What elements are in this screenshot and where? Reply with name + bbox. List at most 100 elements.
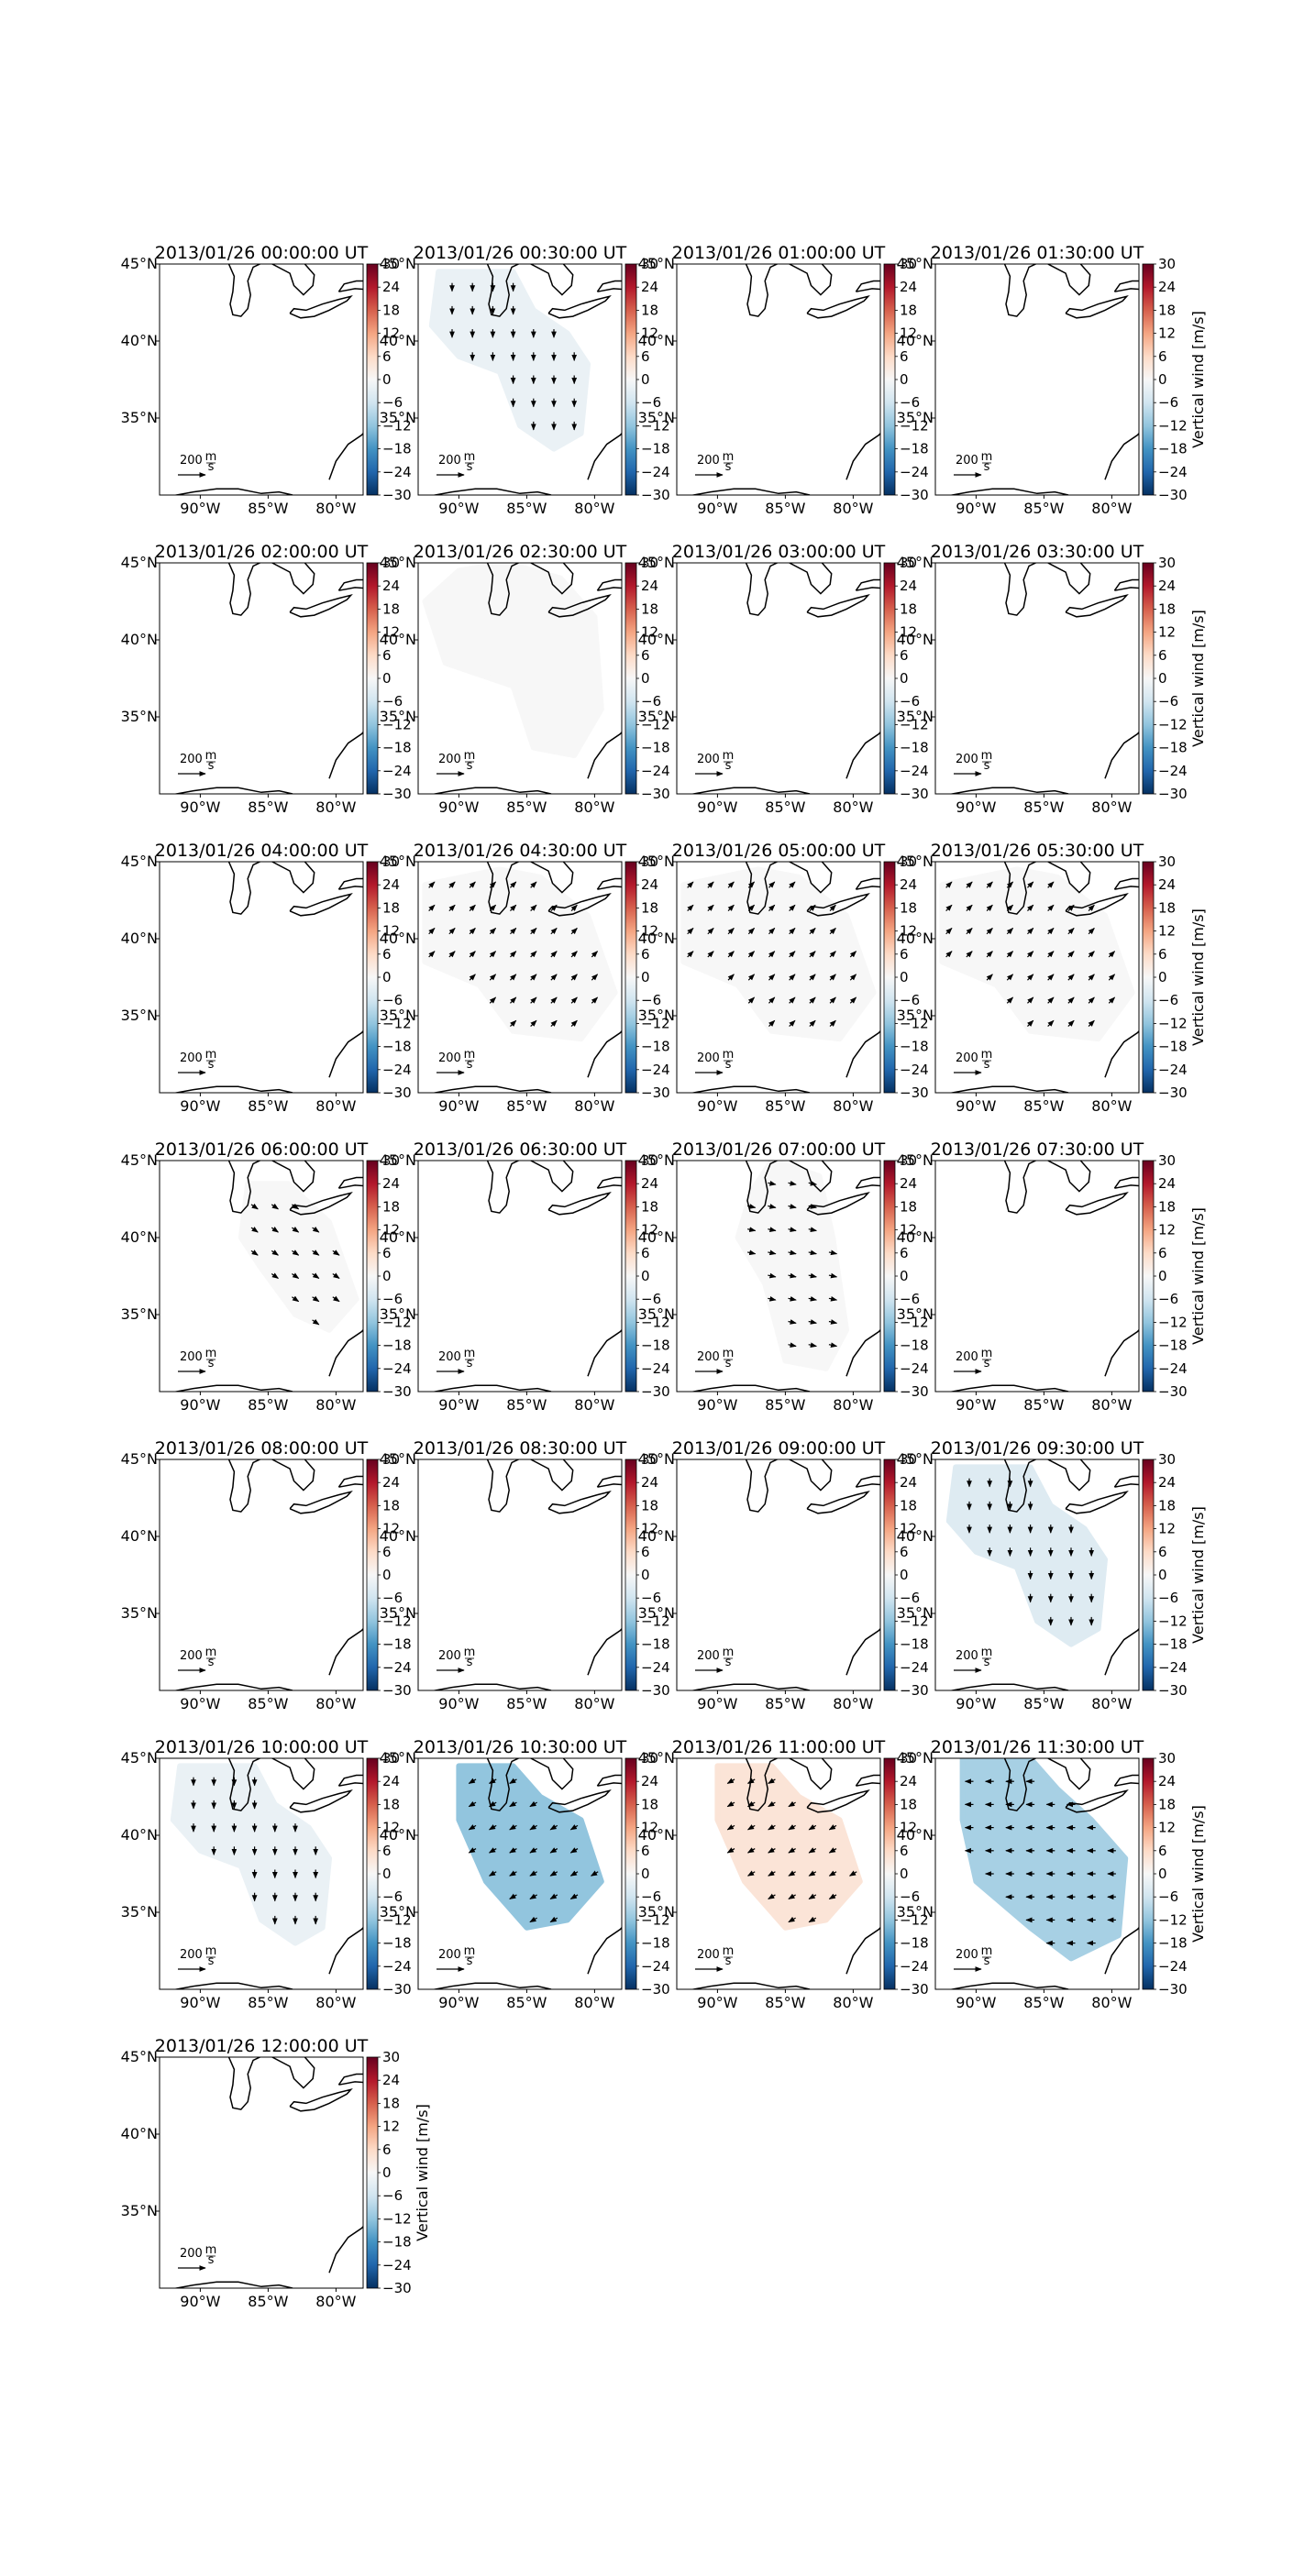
colorbar-tick-label: 30 xyxy=(900,853,917,870)
x-tick-label: 80°W xyxy=(833,500,873,517)
coastline xyxy=(172,787,293,794)
colorbar-gradient xyxy=(883,1757,896,1990)
x-tick-label: 80°W xyxy=(833,1097,873,1115)
colorbar: 30 24 18 12 6 0 −6 −12 −18 −24 −30 xyxy=(366,853,412,1101)
wind-vector xyxy=(549,1824,558,1831)
colorbar-tick-label: 12 xyxy=(641,1820,658,1836)
colorbar-tick-label: 18 xyxy=(1158,899,1176,916)
y-tick-label: 35°N xyxy=(121,409,158,426)
colorbar-tick-label: 24 xyxy=(900,279,917,295)
colorbar-gradient xyxy=(624,1459,637,1691)
wind-vector xyxy=(530,951,537,958)
wind-vector xyxy=(469,927,476,935)
wind-vector xyxy=(1047,1019,1055,1027)
x-tick-label: 90°W xyxy=(956,500,996,517)
coastline xyxy=(227,264,260,317)
y-tick-label: 45°N xyxy=(121,2048,158,2065)
colorbar-tick-label: 0 xyxy=(641,1268,650,1284)
colorbar-tick-label: −12 xyxy=(641,1911,670,1928)
scale-units: m xyxy=(723,749,735,763)
wind-vector xyxy=(1006,881,1014,888)
coastline xyxy=(227,563,260,616)
scale-units: m xyxy=(981,1347,993,1360)
coastline xyxy=(845,1627,880,1676)
colorbar-tick-label: 30 xyxy=(382,555,400,571)
wind-vector xyxy=(849,951,857,958)
map-area xyxy=(939,862,1139,1093)
scale-value: 200 xyxy=(956,1051,978,1065)
wind-vector xyxy=(530,974,537,981)
colorbar-tick-label: 18 xyxy=(382,302,400,318)
coastline xyxy=(1047,1161,1091,1193)
wind-vector xyxy=(590,1870,599,1877)
colorbar-tick-label: −6 xyxy=(382,1291,403,1307)
scale-units: s xyxy=(725,460,732,474)
wind-vector xyxy=(569,1824,579,1831)
wind-vector xyxy=(570,1019,578,1027)
colorbar-tick-label: 18 xyxy=(641,1497,658,1514)
coastline xyxy=(328,432,363,480)
map-area xyxy=(172,862,363,1093)
coastline xyxy=(547,892,612,917)
x-tick-label: 90°W xyxy=(180,1994,220,2011)
colorbar-tick-label: −12 xyxy=(641,1613,670,1629)
y-tick-label: 45°N xyxy=(121,554,158,571)
wind-vector xyxy=(1067,904,1075,911)
coastline xyxy=(431,1982,552,1989)
wind-vector xyxy=(489,927,497,935)
colorbar-tick-label: −18 xyxy=(1158,740,1188,756)
wind-vector xyxy=(768,1180,777,1186)
colorbar-tick-label: 24 xyxy=(382,1474,400,1491)
colorbar-tick-label: −6 xyxy=(900,1291,920,1307)
y-tick-label: 45°N xyxy=(380,554,416,571)
wind-vector xyxy=(746,1847,756,1854)
colorbar: 30 24 18 12 6 0 −6 −12 −18 −24 −30 Vertical wind [m… xyxy=(1142,555,1207,802)
wind-vector xyxy=(510,974,517,981)
colorbar-tick-label: 18 xyxy=(1158,302,1176,318)
colorbar-tick-label: 0 xyxy=(900,371,909,388)
wind-vector xyxy=(549,1870,558,1877)
colorbar-tick-label: 6 xyxy=(641,1544,650,1560)
colorbar-tick-label: −18 xyxy=(382,441,412,457)
wind-vector xyxy=(569,1847,579,1854)
x-tick-label: 85°W xyxy=(248,500,288,517)
wind-vector xyxy=(808,1295,817,1302)
coastline xyxy=(845,1029,880,1078)
coastline xyxy=(690,1085,811,1093)
scale-value: 200 xyxy=(956,454,978,468)
x-tick-label: 85°W xyxy=(248,798,288,816)
x-tick-label: 85°W xyxy=(1023,1396,1064,1414)
wind-vector xyxy=(469,974,476,981)
colorbar-tick-label: −6 xyxy=(1158,693,1178,710)
wind-vector xyxy=(707,927,714,935)
colorbar-tick-label: −24 xyxy=(1158,464,1188,480)
scale-units: m xyxy=(205,1646,217,1659)
x-tick-label: 80°W xyxy=(833,1396,873,1414)
colorbar: 30 24 18 12 6 0 −6 −12 −18 −24 −30 xyxy=(366,555,412,802)
colorbar-label: Vertical wind [m/s] xyxy=(1189,1506,1207,1644)
wind-vector xyxy=(808,1847,817,1854)
colorbar-tick-label: 30 xyxy=(1158,853,1176,870)
scale-units: m xyxy=(981,1048,993,1062)
wind-vector xyxy=(591,974,599,981)
colorbar-tick-label: 24 xyxy=(1158,279,1176,295)
colorbar-tick-label: −24 xyxy=(900,1062,929,1078)
coastline xyxy=(530,1161,574,1193)
colorbar-tick-label: −6 xyxy=(900,1590,920,1606)
axes-frame xyxy=(159,1757,364,1990)
colorbar-tick-label: −6 xyxy=(641,1590,661,1606)
colorbar-tick-label: 0 xyxy=(382,1567,392,1583)
colorbar-tick-label: 18 xyxy=(1158,600,1176,617)
colorbar-tick-label: 18 xyxy=(382,1497,400,1514)
panel-title: 2013/01/26 08:30:00 UT xyxy=(414,1438,627,1459)
panel: 2013/01/26 05:00:00 UT 90°W 85°W 80°W 45°N 40… xyxy=(638,841,929,1115)
colorbar: 30 24 18 12 6 0 −6 −12 −18 −24 −30 xyxy=(883,1451,929,1699)
scale-units: s xyxy=(208,1058,215,1072)
panel: 2013/01/26 07:00:00 UT 90°W 85°W 80°W 45°N 40… xyxy=(638,1139,929,1414)
x-tick-label: 90°W xyxy=(697,500,737,517)
colorbar-tick-label: 12 xyxy=(1158,1521,1176,1537)
wind-vector xyxy=(570,927,578,935)
wind-vector xyxy=(570,996,578,1004)
colorbar-tick-label: 30 xyxy=(1158,256,1176,272)
wind-vector xyxy=(768,1800,776,1808)
